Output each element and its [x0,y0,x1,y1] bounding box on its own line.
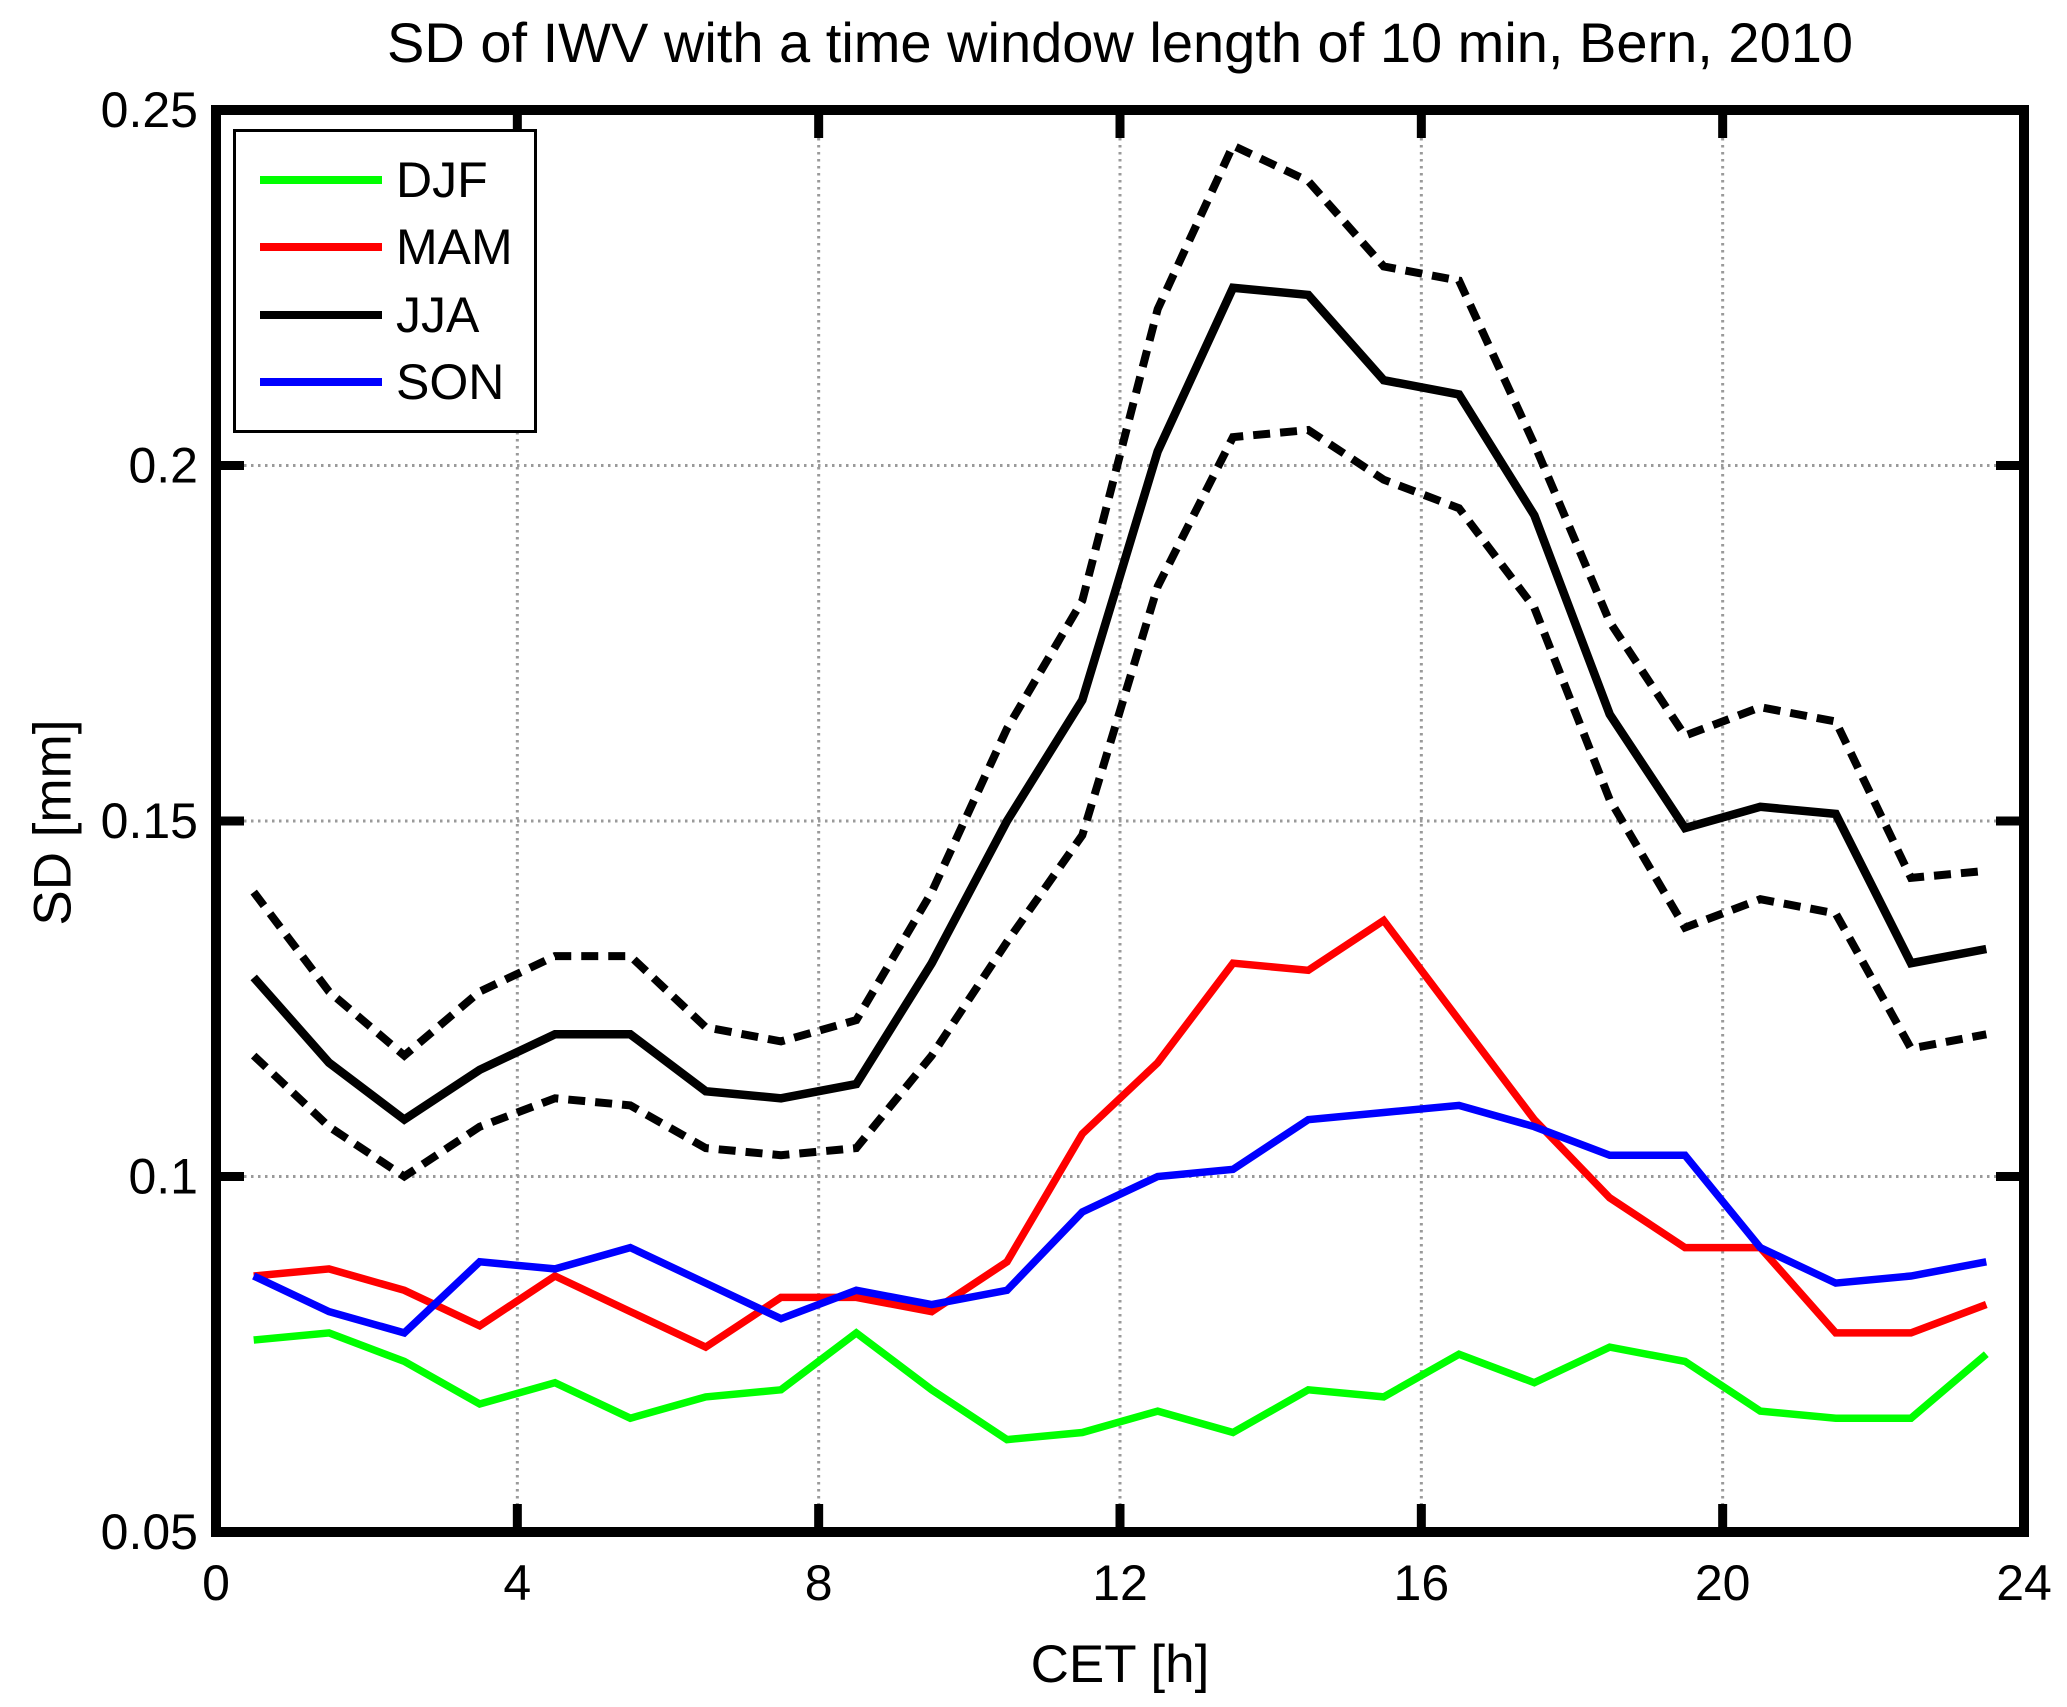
x-axis-label: CET [h] [1030,1635,1210,1694]
legend-label-jja: JJA [396,286,480,343]
x-tick-label: 20 [1695,1555,1751,1611]
legend: DJF MAM JJA SON [233,129,537,433]
series-line-djf [253,1328,1989,1444]
legend-label-mam: MAM [396,219,513,276]
legend-label-djf: DJF [396,152,488,209]
x-tick-label: 4 [503,1555,531,1611]
y-tick-label: 0.1 [128,1149,198,1205]
x-tick-label: 24 [1996,1555,2052,1611]
legend-entry-jja: JJA [260,290,534,340]
legend-label-son: SON [396,353,505,410]
series-line-jja [250,283,1988,1125]
legend-line-swatch-jja [260,310,382,319]
legend-line-swatch-djf [260,176,382,185]
series-line-jja-lower-bound [250,425,1988,1182]
y-tick-label: 0.05 [101,1504,198,1560]
series-line-jja-upper-bound [250,140,1987,1061]
chart-title: SD of IWV with a time window length of 1… [386,11,1854,74]
x-tick-label: 16 [1394,1555,1450,1611]
y-tick-label: 0.2 [128,438,198,494]
legend-entry-mam: MAM [260,222,534,272]
legend-line-swatch-mam [260,243,382,252]
x-tick-label: 0 [202,1555,230,1611]
legend-entry-son: SON [260,357,534,407]
y-tick-label: 0.15 [101,793,198,849]
series-line-mam [253,915,1988,1352]
y-tick-label: 0.25 [101,82,198,138]
legend-entry-djf: DJF [260,155,534,205]
series-line-son [252,1101,1987,1338]
legend-line-swatch-son [260,377,382,386]
x-tick-label: 12 [1092,1555,1148,1611]
x-tick-label: 8 [805,1555,833,1611]
